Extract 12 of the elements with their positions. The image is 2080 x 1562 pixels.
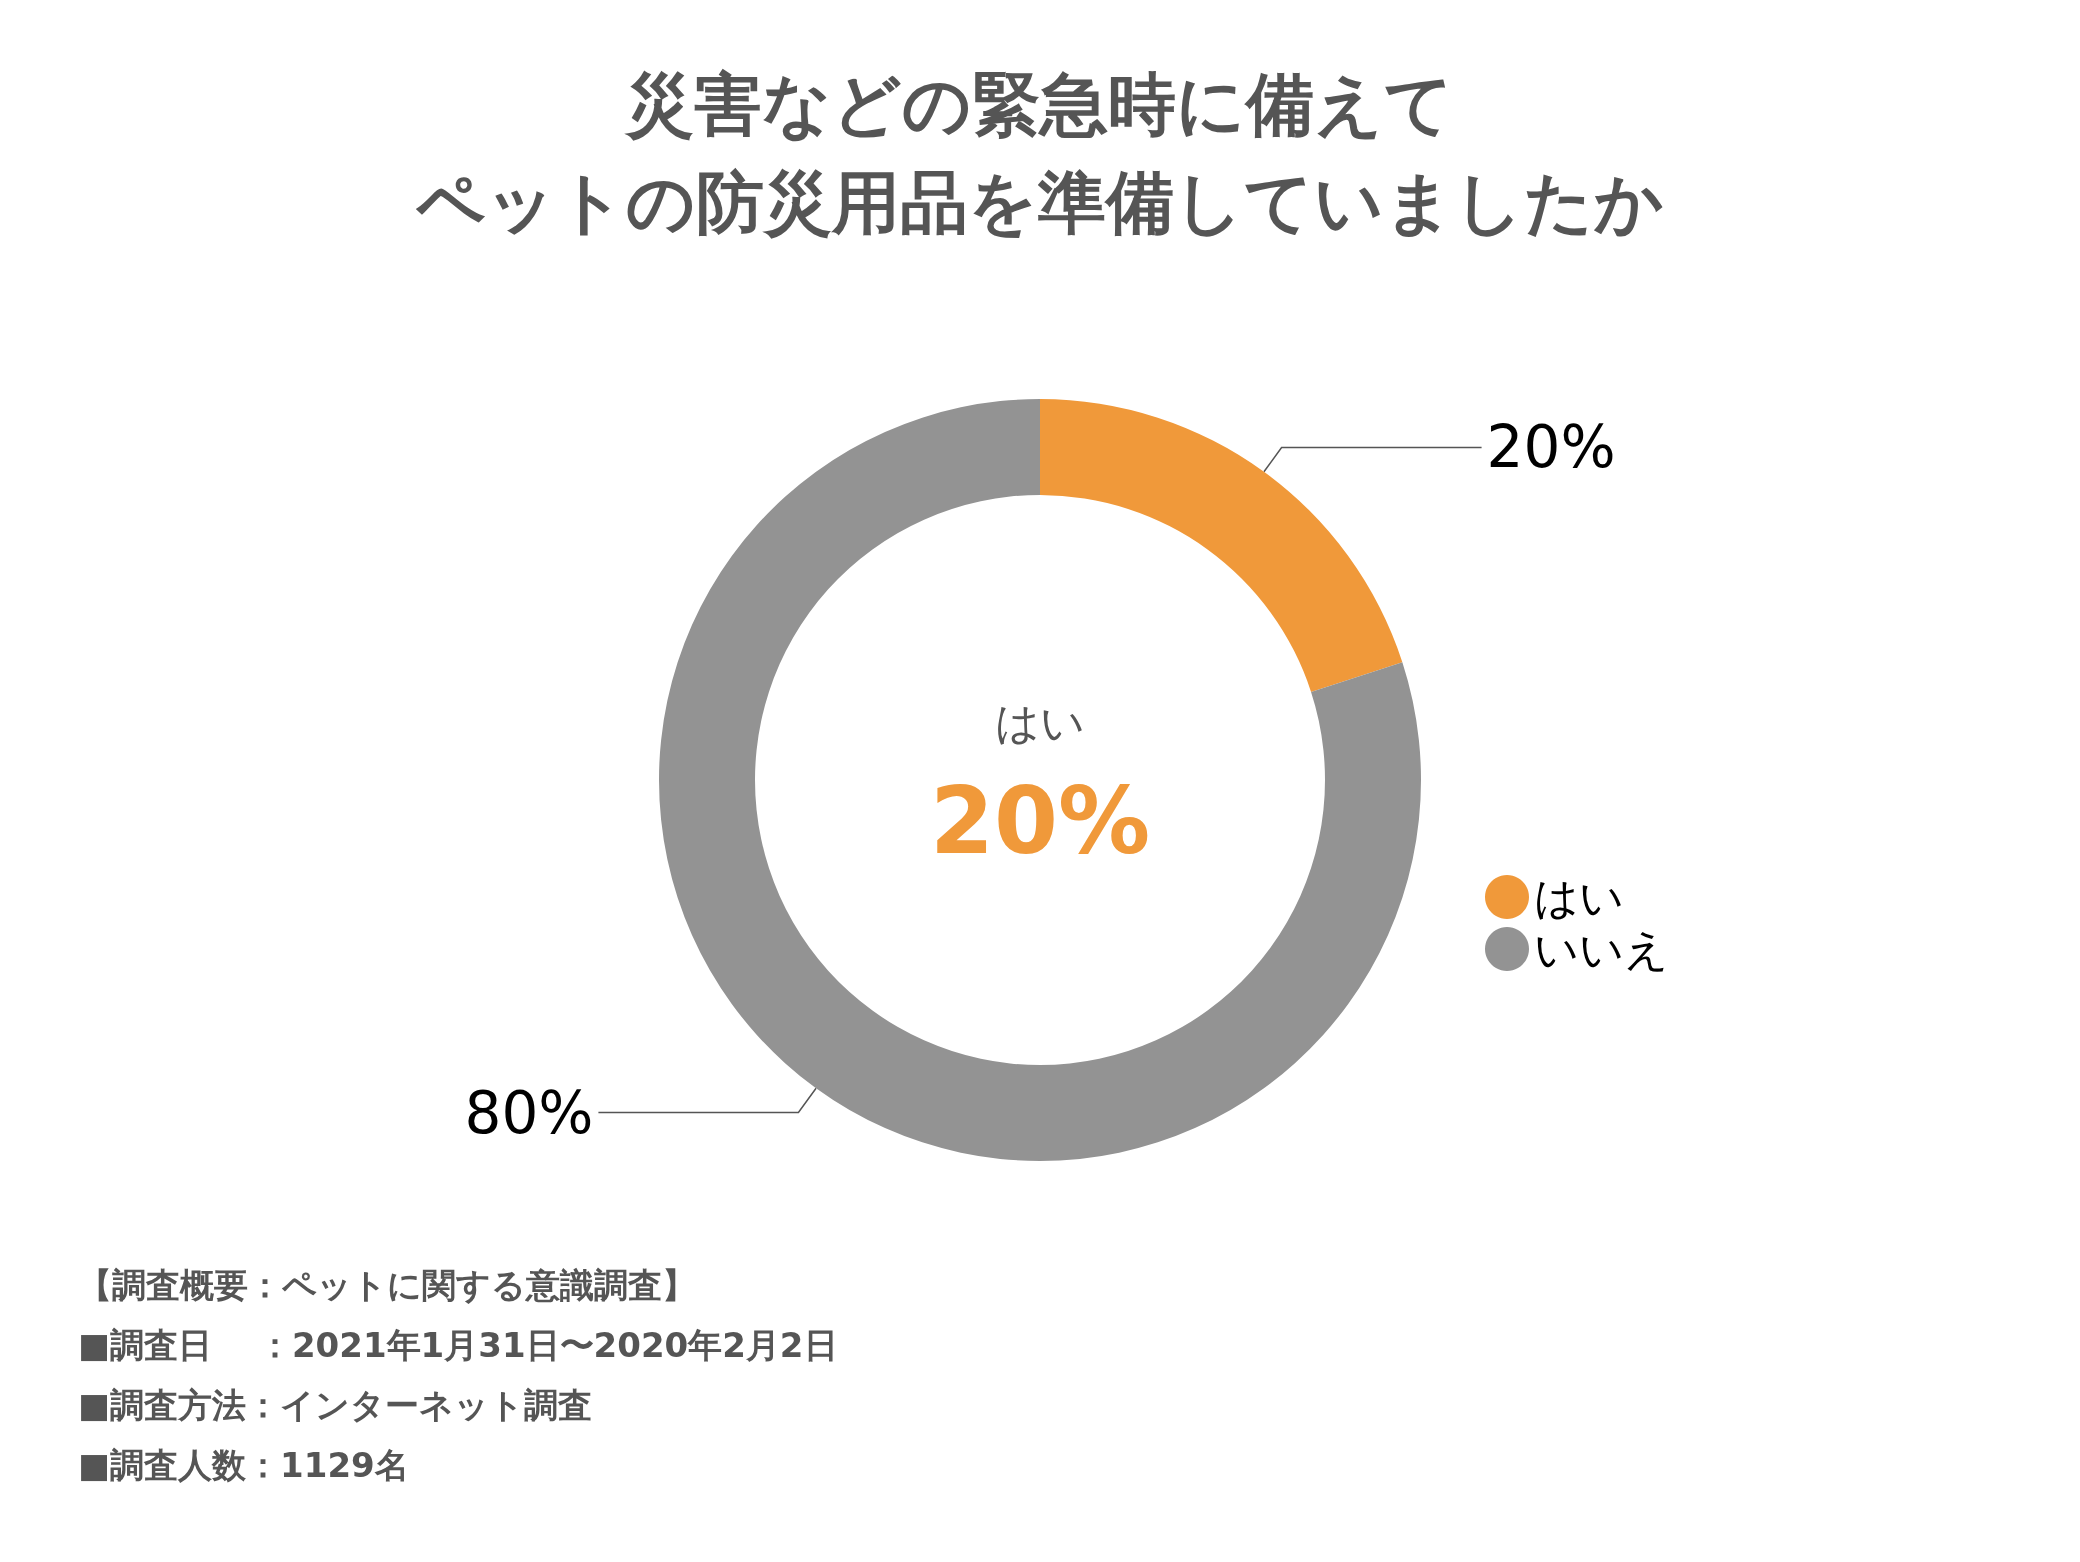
text: 20% bbox=[929, 767, 1151, 875]
text: はい bbox=[995, 696, 1085, 748]
text: ■調査方法：インターネット調査 bbox=[78, 1385, 593, 1425]
chart-title: 災害などの緊急時に備えて bbox=[624, 64, 1454, 144]
legend-label: いいえ bbox=[1534, 923, 1669, 975]
legend-label: はい bbox=[1534, 871, 1624, 923]
text: ■調査日 ：2021年1月31日〜2020年2月2日 bbox=[78, 1325, 838, 1365]
chart-subtitle: ペットの防災用品を準備していましたか bbox=[415, 162, 1664, 242]
data-label: 20% bbox=[1486, 413, 1616, 482]
text: ■調査人数：1129名 bbox=[78, 1445, 409, 1485]
text: 【調査概要：ペットに関する意識調査】 bbox=[78, 1265, 696, 1305]
data-label: 80% bbox=[464, 1078, 594, 1147]
